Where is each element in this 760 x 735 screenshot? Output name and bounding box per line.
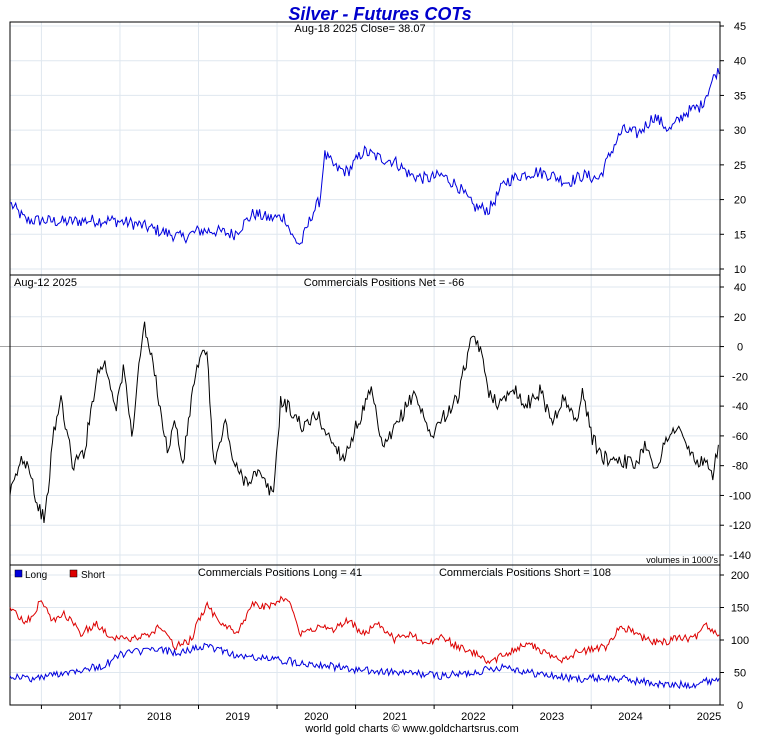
y-tick-label: 20 [734, 195, 746, 207]
y-tick-label: -60 [732, 431, 748, 443]
net-date-label: Aug-12 2025 [14, 277, 77, 289]
panel-frame [9, 564, 721, 706]
chart-title: Silver - Futures COTs [288, 4, 471, 24]
long-header: Commercials Positions Long = 41 [198, 567, 362, 579]
y-tick-label: 10 [734, 264, 746, 276]
short-header: Commercials Positions Short = 108 [439, 567, 611, 579]
positions-panel: 0 50 100 150 200 Commercials Positions Long =… [9, 564, 749, 712]
x-tick-label: 2025 [697, 711, 721, 723]
net-header: Commercials Positions Net = -66 [304, 277, 464, 289]
short-series-line [9, 595, 720, 665]
volume-note: volumes in 1000's [646, 555, 718, 565]
y-tick-label: -120 [729, 520, 751, 532]
x-tick-label: 2021 [383, 711, 407, 723]
y-tick-label: 25 [734, 160, 746, 172]
footer-credit: world gold charts © www.goldchartsrus.co… [304, 723, 519, 735]
net-panel: -140 -120 -100 -80 -60 -40 -20 0 20 40 Aug-12 2025… [0, 274, 751, 566]
long-series-line [9, 642, 720, 690]
y-tick-label: 100 [731, 635, 749, 647]
legend-long-label: Long [25, 570, 47, 581]
legend-long-swatch [14, 569, 23, 578]
y-tick-label: 30 [734, 125, 746, 137]
x-tick-label: 2018 [147, 711, 171, 723]
x-tick-label: 2017 [68, 711, 92, 723]
y-tick-label: 0 [737, 342, 743, 354]
y-tick-label: 150 [731, 603, 749, 615]
legend-short-swatch [69, 569, 78, 578]
y-tick-label: -20 [732, 371, 748, 383]
series-line [9, 67, 720, 246]
y-tick-label: 200 [731, 570, 749, 582]
panels: 10 15 20 25 30 35 40 45 Aug-18 2025 Close= 38.07… [0, 21, 751, 712]
y-tick-label: -80 [732, 461, 748, 473]
y-tick-label: 35 [734, 90, 746, 102]
x-tick-label: 2022 [461, 711, 485, 723]
y-tick-label: 20 [734, 312, 746, 324]
y-tick-label: 40 [734, 56, 746, 68]
x-tick-label: 2019 [226, 711, 250, 723]
y-tick-label: 15 [734, 229, 746, 241]
price-panel: 10 15 20 25 30 35 40 45 Aug-18 2025 Close= 38.07 [9, 21, 746, 276]
y-tick-label: -40 [732, 401, 748, 413]
y-tick-label: 50 [734, 668, 746, 680]
legend-short-label: Short [81, 570, 105, 581]
y-tick-label: 40 [734, 282, 746, 294]
x-tick-label: 2023 [540, 711, 564, 723]
x-tick-label: 2024 [618, 711, 642, 723]
price-header: Aug-18 2025 Close= 38.07 [294, 23, 425, 35]
y-tick-label: -140 [729, 550, 751, 562]
y-tick-label: 0 [737, 700, 743, 712]
x-tick-label: 2020 [304, 711, 328, 723]
y-tick-label: -100 [729, 490, 751, 502]
y-tick-label: 45 [734, 21, 746, 33]
x-axis: 2017 2018 2019 2020 2021 2022 2023 2024 2025 [40, 705, 721, 723]
series-line [9, 321, 719, 523]
